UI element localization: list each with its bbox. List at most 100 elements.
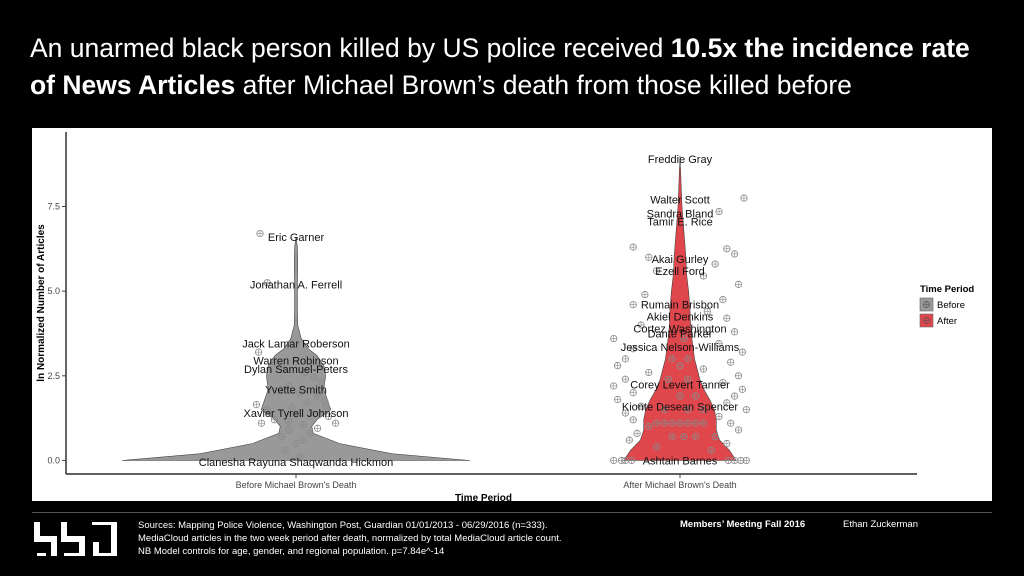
data-point <box>730 392 739 400</box>
data-point <box>292 439 300 448</box>
data-point <box>641 290 649 299</box>
data-point <box>310 373 318 382</box>
data-point <box>738 385 747 393</box>
name-label: Freddie Gray <box>648 154 713 166</box>
data-point <box>301 368 309 377</box>
data-point <box>691 433 700 441</box>
name-label: Corey Levert Tanner <box>630 379 730 391</box>
data-point <box>723 245 731 253</box>
name-label: Jonathan A. Ferrell <box>250 279 342 291</box>
data-point <box>664 375 672 383</box>
data-point <box>621 355 630 363</box>
data-point <box>676 392 684 400</box>
data-point <box>742 456 750 465</box>
data-point <box>299 436 307 444</box>
data-point <box>257 419 266 427</box>
legend-label-before: Before <box>937 300 965 311</box>
data-point <box>699 272 708 280</box>
data-point <box>740 194 748 202</box>
name-label: Xavier Tyrell Johnson <box>244 408 349 420</box>
data-point <box>299 421 307 429</box>
violin-after <box>623 155 737 461</box>
name-label: Dylan Samuel-Peters <box>244 364 348 376</box>
data-point <box>628 456 636 465</box>
y-tick-label: 2.5 <box>47 371 60 381</box>
data-point <box>278 433 286 441</box>
data-point <box>629 345 637 353</box>
data-point <box>270 416 278 424</box>
data-point <box>637 321 645 329</box>
name-label: Walter Scott <box>650 195 710 207</box>
sources-note: Sources: Mapping Police Violence, Washin… <box>138 519 562 558</box>
data-point <box>278 363 286 371</box>
data-point <box>652 419 661 427</box>
data-point <box>715 340 723 348</box>
data-point <box>629 389 637 397</box>
data-point <box>625 436 633 444</box>
data-point <box>278 385 286 393</box>
data-point <box>629 301 637 309</box>
data-point <box>723 399 731 407</box>
data-point <box>633 429 641 437</box>
name-label: Tamir E. Rice <box>647 217 712 229</box>
data-point <box>288 404 296 412</box>
data-point <box>715 412 723 421</box>
data-point <box>610 334 618 343</box>
data-point <box>610 456 618 465</box>
data-point <box>629 243 637 251</box>
name-label: Warren Robinson <box>253 356 338 368</box>
data-point <box>292 411 300 419</box>
data-point <box>263 279 271 287</box>
data-point <box>691 392 700 400</box>
legend-title: Time Period <box>920 284 974 295</box>
data-point <box>730 250 739 258</box>
data-point <box>645 422 653 431</box>
data-point <box>331 419 340 427</box>
data-point <box>699 365 708 373</box>
data-point <box>730 456 739 465</box>
data-point <box>621 456 630 465</box>
name-label: Dante Parker <box>648 328 713 340</box>
data-point <box>621 375 630 383</box>
data-point <box>723 314 731 322</box>
data-point <box>652 267 661 275</box>
data-point <box>668 355 676 363</box>
data-point <box>727 419 735 427</box>
data-point <box>313 392 322 400</box>
data-point <box>723 439 731 448</box>
meeting-name: Members’ Meeting Fall 2016 <box>680 519 806 530</box>
data-point <box>734 280 743 288</box>
data-point <box>324 412 332 421</box>
data-point <box>719 378 727 387</box>
data-point <box>684 355 692 363</box>
sources-line-2: MediaCloud articles in the two week peri… <box>138 533 562 544</box>
name-label: Ashtain Barnes <box>643 455 718 467</box>
data-point <box>252 400 260 409</box>
data-point <box>637 402 645 410</box>
data-point <box>652 443 661 451</box>
sources-line-3: NB Model controls for age, gender, and r… <box>138 546 445 557</box>
headline-bold: 10.5x the incidence rate of News Article… <box>30 33 970 100</box>
headline-part2: after Michael Brown’s death from those k… <box>235 70 852 100</box>
data-point <box>724 456 732 465</box>
data-point <box>703 307 711 316</box>
data-point <box>281 446 289 454</box>
footer-divider <box>32 512 992 513</box>
name-label: Jessica Nelson-Williams <box>621 342 740 354</box>
data-point <box>285 417 293 426</box>
data-point <box>313 424 322 432</box>
violin-chart: 0.0 2.5 5.0 7.5 Before Michael Brown's Death… <box>36 132 974 501</box>
data-point <box>306 409 314 417</box>
data-point <box>660 419 669 427</box>
legend-point-icon <box>923 301 930 308</box>
data-point <box>730 328 739 336</box>
sources-line-1: Sources: Mapping Police Violence, Washin… <box>138 520 548 531</box>
x-axis-title: Time Period <box>455 493 512 501</box>
name-label: Rumain Brisbon <box>641 300 719 312</box>
data-point <box>629 416 637 424</box>
data-point <box>610 382 618 390</box>
name-label: Akiel Denkins <box>647 312 714 324</box>
author-name: Ethan Zuckerman <box>843 519 918 530</box>
name-label: Eric Garner <box>268 232 325 244</box>
headline: An unarmed black person killed by US pol… <box>30 30 1000 104</box>
